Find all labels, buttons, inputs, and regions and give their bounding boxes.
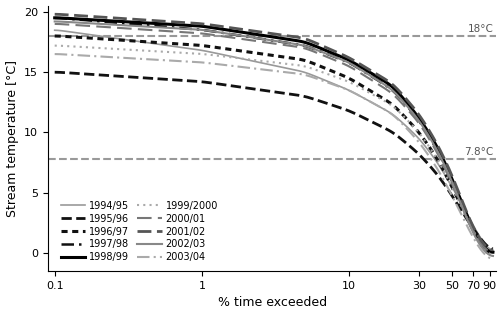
2002/03 xyxy=(105,22,111,26)
1999/2000 xyxy=(370,93,376,97)
Legend: 1994/95, 1995/96, 1996/97, 1997/98, 1998/99, 1999/2000, 2000/01, 2001/02, 2002/0: 1994/95, 1995/96, 1996/97, 1997/98, 1998… xyxy=(57,197,222,266)
1999/2000 xyxy=(52,44,58,48)
2003/04 xyxy=(52,52,58,56)
1994/95 xyxy=(368,100,374,104)
2000/01 xyxy=(225,35,231,39)
2000/01 xyxy=(195,31,201,35)
2002/03 xyxy=(490,254,496,258)
1995/96 xyxy=(327,103,333,106)
2001/02 xyxy=(52,12,58,16)
1996/97 xyxy=(225,47,231,51)
2001/02 xyxy=(370,70,376,74)
1998/99 xyxy=(370,72,376,76)
2003/04 xyxy=(105,55,111,59)
1997/98 xyxy=(225,32,231,36)
2003/04 xyxy=(327,82,333,85)
Line: 2002/03: 2002/03 xyxy=(55,21,493,256)
Line: 2003/04: 2003/04 xyxy=(55,54,493,259)
Line: 2001/02: 2001/02 xyxy=(55,14,493,250)
2000/01 xyxy=(105,25,111,29)
1997/98 xyxy=(368,74,374,78)
1994/95 xyxy=(105,35,111,39)
2003/04 xyxy=(225,64,231,67)
Line: 2000/01: 2000/01 xyxy=(55,24,493,253)
2002/03 xyxy=(370,76,376,79)
1996/97 xyxy=(368,89,374,93)
1999/2000 xyxy=(490,253,496,257)
1996/97 xyxy=(105,37,111,41)
1995/96 xyxy=(225,83,231,87)
2001/02 xyxy=(225,26,231,29)
2000/01 xyxy=(327,56,333,60)
2001/02 xyxy=(327,48,333,51)
1997/98 xyxy=(327,53,333,57)
1999/2000 xyxy=(225,55,231,59)
1998/99 xyxy=(105,19,111,23)
Y-axis label: Stream temperature [°C]: Stream temperature [°C] xyxy=(6,60,19,217)
2000/01 xyxy=(52,22,58,26)
1994/95 xyxy=(327,81,333,84)
2003/04 xyxy=(368,100,374,104)
1999/2000 xyxy=(105,47,111,50)
1998/99 xyxy=(52,16,58,20)
1997/98 xyxy=(370,76,376,79)
1995/96 xyxy=(52,70,58,74)
2002/03 xyxy=(368,74,374,78)
1997/98 xyxy=(490,250,496,254)
2001/02 xyxy=(490,248,496,252)
Text: 7.8°C: 7.8°C xyxy=(464,147,493,157)
1995/96 xyxy=(490,247,496,251)
1996/97 xyxy=(370,91,376,94)
2001/02 xyxy=(195,21,201,25)
1995/96 xyxy=(368,119,374,123)
Line: 1998/99: 1998/99 xyxy=(55,18,493,252)
1996/97 xyxy=(327,68,333,72)
2000/01 xyxy=(490,251,496,255)
2003/04 xyxy=(370,101,376,105)
X-axis label: % time exceeded: % time exceeded xyxy=(217,296,326,309)
1994/95 xyxy=(490,248,496,252)
2003/04 xyxy=(195,60,201,64)
Line: 1994/95: 1994/95 xyxy=(55,30,493,250)
1998/99 xyxy=(225,28,231,32)
1995/96 xyxy=(195,79,201,83)
1994/95 xyxy=(52,28,58,32)
2002/03 xyxy=(195,28,201,32)
1999/2000 xyxy=(195,52,201,55)
2003/04 xyxy=(490,257,496,261)
1998/99 xyxy=(368,71,374,75)
1997/98 xyxy=(195,27,201,31)
2000/01 xyxy=(370,79,376,83)
1996/97 xyxy=(195,43,201,47)
Line: 1996/97: 1996/97 xyxy=(55,36,493,255)
1998/99 xyxy=(327,50,333,54)
Line: 1999/2000: 1999/2000 xyxy=(55,46,493,255)
Line: 1995/96: 1995/96 xyxy=(55,72,493,249)
Text: 18°C: 18°C xyxy=(468,24,493,34)
1998/99 xyxy=(490,250,496,254)
2002/03 xyxy=(225,32,231,36)
1994/95 xyxy=(225,54,231,58)
2001/02 xyxy=(105,15,111,19)
1999/2000 xyxy=(327,73,333,77)
1997/98 xyxy=(52,16,58,20)
2002/03 xyxy=(327,53,333,57)
1994/95 xyxy=(195,48,201,52)
2000/01 xyxy=(368,78,374,82)
1998/99 xyxy=(195,24,201,28)
1996/97 xyxy=(52,34,58,38)
2002/03 xyxy=(52,20,58,23)
1997/98 xyxy=(105,20,111,24)
1995/96 xyxy=(105,73,111,77)
2001/02 xyxy=(368,69,374,72)
1994/95 xyxy=(370,101,376,105)
Line: 1997/98: 1997/98 xyxy=(55,18,493,252)
1999/2000 xyxy=(368,92,374,95)
1995/96 xyxy=(370,121,376,124)
1996/97 xyxy=(490,253,496,257)
